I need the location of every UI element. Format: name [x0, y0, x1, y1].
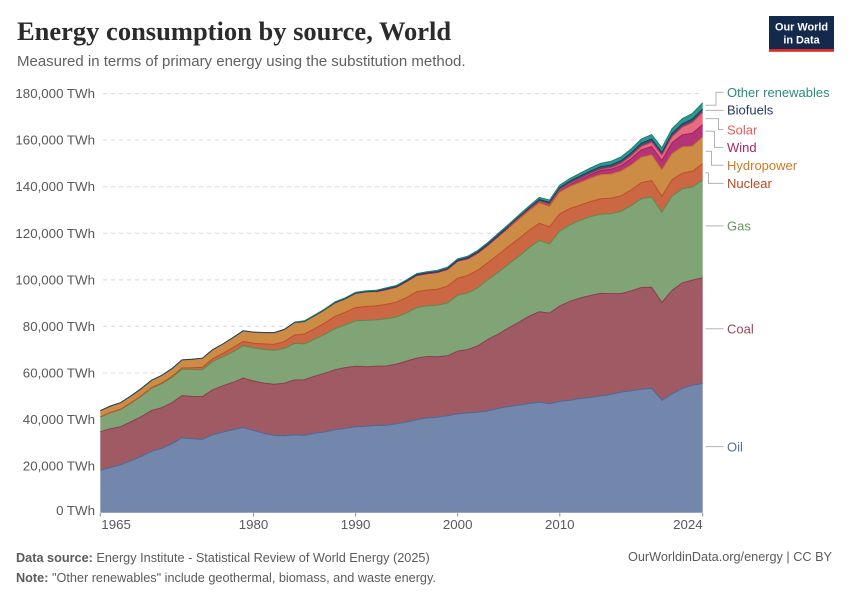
svg-text:Nuclear: Nuclear	[727, 176, 772, 191]
svg-text:2024: 2024	[673, 517, 703, 532]
svg-text:2010: 2010	[545, 517, 575, 532]
svg-text:20,000 TWh: 20,000 TWh	[23, 459, 95, 474]
svg-text:1965: 1965	[101, 517, 131, 532]
svg-text:120,000 TWh: 120,000 TWh	[15, 226, 95, 241]
svg-text:1990: 1990	[341, 517, 371, 532]
svg-text:180,000 TWh: 180,000 TWh	[15, 86, 95, 101]
svg-text:Gas: Gas	[727, 219, 751, 234]
svg-text:Solar: Solar	[727, 122, 758, 137]
svg-text:40,000 TWh: 40,000 TWh	[23, 412, 95, 427]
svg-text:Energy consumption by source,: Energy consumption by source, World	[17, 16, 451, 46]
svg-text:in Data: in Data	[783, 35, 820, 47]
svg-text:1980: 1980	[239, 517, 269, 532]
svg-text:Other renewables: Other renewables	[727, 85, 830, 100]
svg-text:Biofuels: Biofuels	[727, 103, 774, 118]
svg-text:Wind: Wind	[727, 140, 757, 155]
svg-text:80,000 TWh: 80,000 TWh	[23, 319, 95, 334]
svg-text:2000: 2000	[443, 517, 473, 532]
svg-text:Note: "Other renewables" inclu: Note: "Other renewables" include geother…	[16, 571, 436, 585]
svg-text:Hydropower: Hydropower	[727, 158, 798, 173]
svg-text:140,000 TWh: 140,000 TWh	[15, 179, 95, 194]
svg-text:0 TWh: 0 TWh	[56, 503, 95, 518]
svg-text:OurWorldinData.org/energy | CC: OurWorldinData.org/energy | CC BY	[628, 550, 833, 564]
svg-text:Our World: Our World	[775, 22, 828, 34]
svg-text:Oil: Oil	[727, 439, 743, 454]
svg-text:100,000 TWh: 100,000 TWh	[15, 272, 95, 287]
svg-text:60,000 TWh: 60,000 TWh	[23, 366, 95, 381]
svg-text:Measured in terms of primary e: Measured in terms of primary energy usin…	[17, 53, 466, 70]
svg-text:160,000 TWh: 160,000 TWh	[15, 133, 95, 148]
svg-text:Coal: Coal	[727, 322, 754, 337]
svg-text:Data source: Energy Institute: Data source: Energy Institute - Statisti…	[16, 551, 430, 565]
